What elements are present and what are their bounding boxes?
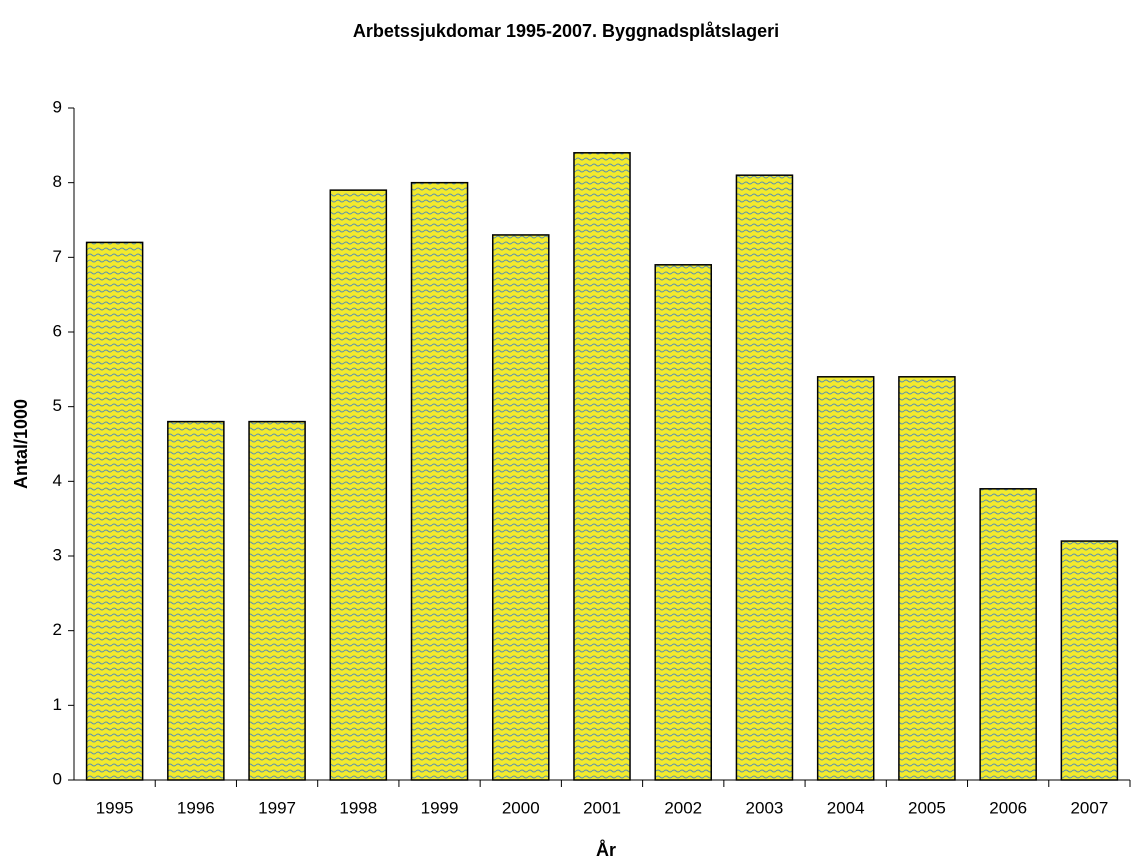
bar bbox=[329, 189, 388, 781]
bar bbox=[735, 174, 794, 781]
x-tick-label: 1998 bbox=[339, 798, 377, 817]
y-tick-label: 5 bbox=[53, 396, 62, 415]
x-tick-label: 2002 bbox=[664, 798, 702, 817]
bar bbox=[898, 376, 956, 781]
y-tick-label: 1 bbox=[53, 695, 62, 714]
y-tick-label: 6 bbox=[53, 321, 62, 340]
x-tick-label: 2007 bbox=[1070, 798, 1108, 817]
x-tick-label: 2001 bbox=[583, 798, 621, 817]
x-tick-label: 2005 bbox=[908, 798, 946, 817]
y-tick-label: 7 bbox=[53, 247, 62, 266]
y-tick-label: 4 bbox=[53, 471, 62, 490]
y-tick-label: 9 bbox=[53, 97, 62, 116]
bar bbox=[1060, 540, 1119, 781]
bar bbox=[85, 241, 144, 781]
y-tick-label: 2 bbox=[53, 620, 62, 639]
bar bbox=[491, 234, 550, 781]
chart-title: Arbetssjukdomar 1995-2007. Byggnadsplåts… bbox=[353, 21, 779, 41]
bar bbox=[167, 420, 225, 781]
x-axis-label: År bbox=[596, 840, 616, 860]
bar bbox=[248, 420, 306, 781]
y-tick-label: 0 bbox=[53, 769, 62, 788]
bar bbox=[816, 376, 875, 781]
x-tick-label: 2000 bbox=[502, 798, 540, 817]
bar bbox=[979, 488, 1037, 781]
bar bbox=[410, 181, 469, 781]
y-axis-label: Antal/1000 bbox=[11, 399, 31, 489]
bar bbox=[654, 264, 713, 781]
x-tick-label: 1995 bbox=[96, 798, 134, 817]
x-tick-label: 1999 bbox=[421, 798, 459, 817]
y-tick-label: 3 bbox=[53, 545, 62, 564]
x-tick-label: 1997 bbox=[258, 798, 296, 817]
x-tick-label: 2006 bbox=[989, 798, 1027, 817]
y-tick-label: 8 bbox=[53, 172, 62, 191]
bar bbox=[573, 152, 631, 781]
x-tick-label: 2003 bbox=[746, 798, 784, 817]
x-tick-label: 2004 bbox=[827, 798, 865, 817]
x-tick-label: 1996 bbox=[177, 798, 215, 817]
